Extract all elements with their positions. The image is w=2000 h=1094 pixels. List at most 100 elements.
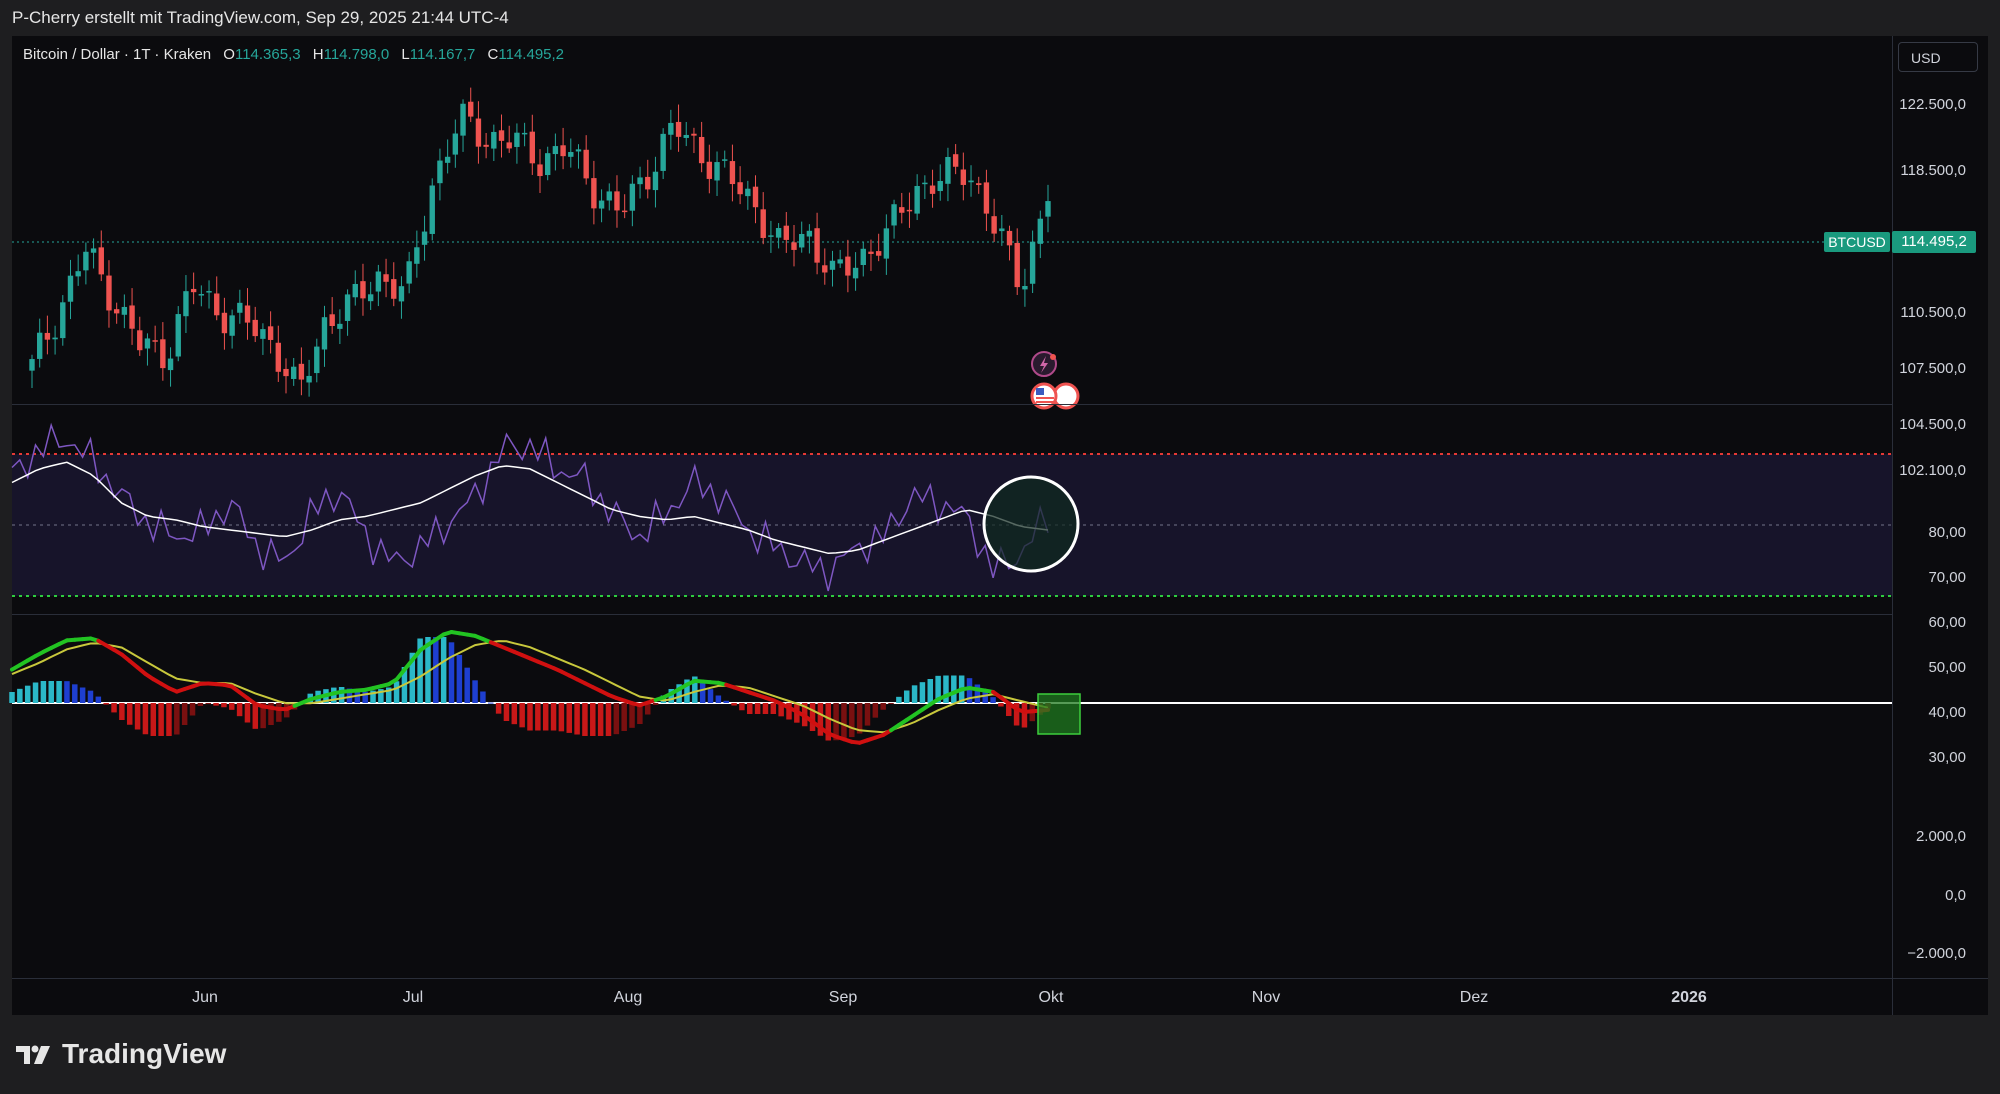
time-axis-label: Okt bbox=[1038, 989, 1064, 1006]
macd-histogram-bar bbox=[142, 703, 149, 735]
candle-body bbox=[799, 233, 805, 248]
candle-body bbox=[945, 156, 951, 184]
candle-body bbox=[52, 337, 58, 340]
rsi-axis-label: 70,00 bbox=[1928, 569, 1966, 586]
macd-histogram-bar bbox=[1006, 703, 1012, 716]
macd-histogram-bar bbox=[268, 703, 274, 725]
macd-histogram-bar bbox=[134, 703, 141, 730]
macd-histogram-bar bbox=[684, 679, 690, 703]
lightning-event-icon[interactable] bbox=[1031, 351, 1057, 377]
pane-separator-price-rsi[interactable] bbox=[12, 404, 1892, 405]
candle-body bbox=[183, 291, 189, 317]
candle-body bbox=[75, 271, 81, 277]
candle-body bbox=[529, 131, 535, 164]
macd-histogram-bar bbox=[126, 703, 133, 725]
tradingview-logo[interactable]: TradingView bbox=[14, 1038, 226, 1070]
pane-separator-rsi-macd[interactable] bbox=[12, 614, 1892, 615]
close-value: 114.495,2 bbox=[498, 46, 565, 63]
candle-body bbox=[44, 332, 51, 340]
candle-body bbox=[37, 332, 43, 359]
macd-histogram-bar bbox=[754, 703, 761, 714]
rsi-ma-line bbox=[11, 461, 1049, 555]
time-axis-separator bbox=[12, 978, 1988, 979]
macd-histogram-bar bbox=[652, 703, 659, 705]
macd-histogram-bar bbox=[181, 703, 188, 725]
macd-lines-group bbox=[10, 629, 1050, 745]
candle-body bbox=[113, 309, 120, 314]
candle-body bbox=[144, 338, 151, 349]
macd-histogram-bar bbox=[197, 703, 204, 706]
us-flag-event-icon[interactable] bbox=[1030, 382, 1080, 410]
candle-body bbox=[722, 159, 728, 161]
candle-body bbox=[329, 314, 335, 327]
candle-body bbox=[429, 185, 435, 234]
macd-histogram-bar bbox=[276, 703, 282, 722]
macd-histogram-bar bbox=[79, 687, 86, 703]
macd-histogram-bar bbox=[888, 703, 894, 704]
macd-line-segment bbox=[402, 658, 415, 672]
macd-histogram-bar bbox=[346, 688, 353, 703]
time-axis-label: Dez bbox=[1459, 989, 1489, 1006]
rsi-highlight-circle[interactable] bbox=[982, 475, 1080, 573]
macd-histogram-bar bbox=[637, 703, 643, 724]
time-axis-label: Nov bbox=[1251, 989, 1281, 1006]
macd-histogram-bar bbox=[464, 667, 470, 703]
candle-body bbox=[545, 153, 551, 176]
macd-histogram-bar bbox=[990, 697, 996, 703]
candle-body bbox=[175, 314, 181, 357]
chart-area[interactable]: Bitcoin / Dollar · 1T · Kraken O114.365,… bbox=[9, 36, 1988, 1015]
macd-histogram-bar bbox=[880, 703, 886, 710]
candle-body bbox=[745, 188, 751, 197]
candle-body bbox=[875, 251, 882, 256]
macd-histogram-bar bbox=[809, 703, 816, 731]
candle-body bbox=[729, 161, 736, 185]
candle-body bbox=[152, 340, 158, 342]
candle-body bbox=[637, 177, 643, 185]
candle-body bbox=[129, 305, 135, 329]
candle-body bbox=[398, 286, 405, 302]
candle-body bbox=[675, 121, 682, 137]
candle-body bbox=[1022, 285, 1028, 290]
macd-histogram-bar bbox=[252, 703, 259, 729]
chart-svg[interactable] bbox=[9, 36, 1988, 1015]
candle-body bbox=[999, 228, 1005, 232]
price-axis-label: 104.500,0 bbox=[1899, 416, 1966, 433]
candle-body bbox=[206, 291, 212, 293]
symbol-legend[interactable]: Bitcoin / Dollar · 1T · Kraken O114.365,… bbox=[23, 46, 564, 63]
candle-body bbox=[221, 312, 228, 334]
macd-histogram-bar bbox=[597, 703, 604, 736]
macd-histogram-bar bbox=[864, 703, 871, 726]
macd-axis-label: −2.000,0 bbox=[1907, 945, 1966, 962]
candle-body bbox=[190, 288, 197, 293]
macd-histogram-bar bbox=[951, 675, 957, 703]
candle-body bbox=[237, 302, 243, 313]
macd-histogram-bar bbox=[825, 703, 831, 741]
candle-body bbox=[283, 368, 289, 377]
macd-histogram-bar bbox=[542, 703, 549, 731]
candle-body bbox=[991, 216, 997, 234]
currency-button[interactable]: USD bbox=[1898, 42, 1978, 72]
candle-body bbox=[583, 149, 589, 179]
candle-body bbox=[344, 294, 351, 321]
symbol-name: Bitcoin / Dollar · 1T · Kraken bbox=[23, 46, 212, 63]
macd-histogram-bar bbox=[676, 684, 682, 703]
candle-body bbox=[1029, 241, 1036, 284]
candle-body bbox=[606, 191, 612, 201]
rsi-line bbox=[11, 422, 1049, 592]
candle-body bbox=[352, 283, 358, 298]
macd-histogram-bar bbox=[723, 700, 729, 703]
candle-body bbox=[952, 154, 959, 167]
macd-histogram-bar bbox=[998, 703, 1004, 707]
candle-body bbox=[575, 149, 582, 152]
candle-body bbox=[937, 180, 943, 192]
candle-body bbox=[360, 281, 366, 299]
brand-name: TradingView bbox=[62, 1038, 227, 1069]
attribution-header: P-Cherry erstellt mit TradingView.com, S… bbox=[12, 8, 509, 27]
macd-histogram-bar bbox=[150, 703, 157, 736]
macd-highlight-box[interactable] bbox=[1037, 693, 1081, 735]
candle-body bbox=[167, 358, 174, 371]
price-axis-label: 102.100,0 bbox=[1899, 462, 1966, 479]
macd-histogram-bar bbox=[103, 703, 109, 705]
low-value: 114.167,7 bbox=[409, 46, 476, 63]
macd-histogram-bar bbox=[590, 703, 596, 736]
